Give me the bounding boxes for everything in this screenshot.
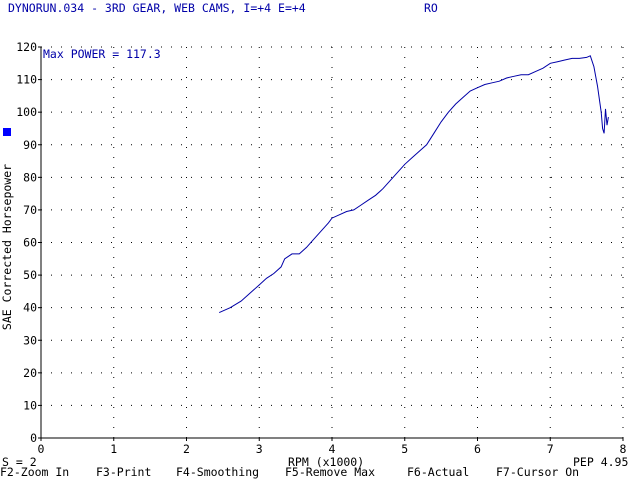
x-tick-label-3: 3 [256,442,263,456]
y-tick-label-50: 50 [23,268,37,282]
x-tick-label-8: 8 [620,442,627,456]
remove-max-key[interactable]: F5-Remove Max [285,465,376,479]
x-tick-label-7: 7 [547,442,554,456]
cursor-on-key[interactable]: F7-Cursor On [496,465,580,479]
y-tick-label-20: 20 [23,366,37,380]
x-tick-label-6: 6 [474,442,481,456]
y-axis-label: SAE Corrected Horsepower [0,163,14,331]
y-tick-label-30: 30 [23,333,37,347]
series-marker-icon [3,128,11,136]
pep-status: PEP 4.95 [573,455,629,469]
smoothing-key[interactable]: F4-Smoothing [176,465,260,479]
y-tick-label-70: 70 [23,203,37,217]
y-tick-label-10: 10 [23,398,37,412]
x-tick-label-2: 2 [183,442,190,456]
zoom-in-key[interactable]: F2-Zoom In [0,465,70,479]
y-tick-label-90: 90 [23,138,37,152]
y-tick-label-60: 60 [23,236,37,250]
x-tick-label-4: 4 [329,442,336,456]
y-tick-label-120: 120 [16,40,37,54]
y-tick-label-40: 40 [23,301,37,315]
max-power-label: Max POWER = 117.3 [43,47,161,61]
y-tick-label-110: 110 [16,73,37,87]
smoothing-status: S = 2 [2,455,37,469]
chart-axes [38,46,624,441]
y-tick-label-80: 80 [23,170,37,184]
actual-key[interactable]: F6-Actual [407,465,470,479]
run-tag: RO [424,1,438,15]
grid-dots [41,46,624,438]
x-axis-label: RPM (x1000) [288,455,365,469]
run-title: DYNORUN.034 - 3RD GEAR, WEB CAMS, I=+4 E… [8,1,306,15]
x-tick-label-0: 0 [38,442,45,456]
print-key[interactable]: F3-Print [96,465,152,479]
power-curve [218,55,609,314]
x-tick-label-5: 5 [401,442,408,456]
y-tick-label-100: 100 [16,105,37,119]
y-tick-label-0: 0 [30,431,37,445]
function-key-bar: F2-Zoom In F3-Print F4-Smoothing F5-Remo… [0,465,640,480]
power-series-line-0 [218,55,609,314]
x-tick-label-1: 1 [110,442,117,456]
